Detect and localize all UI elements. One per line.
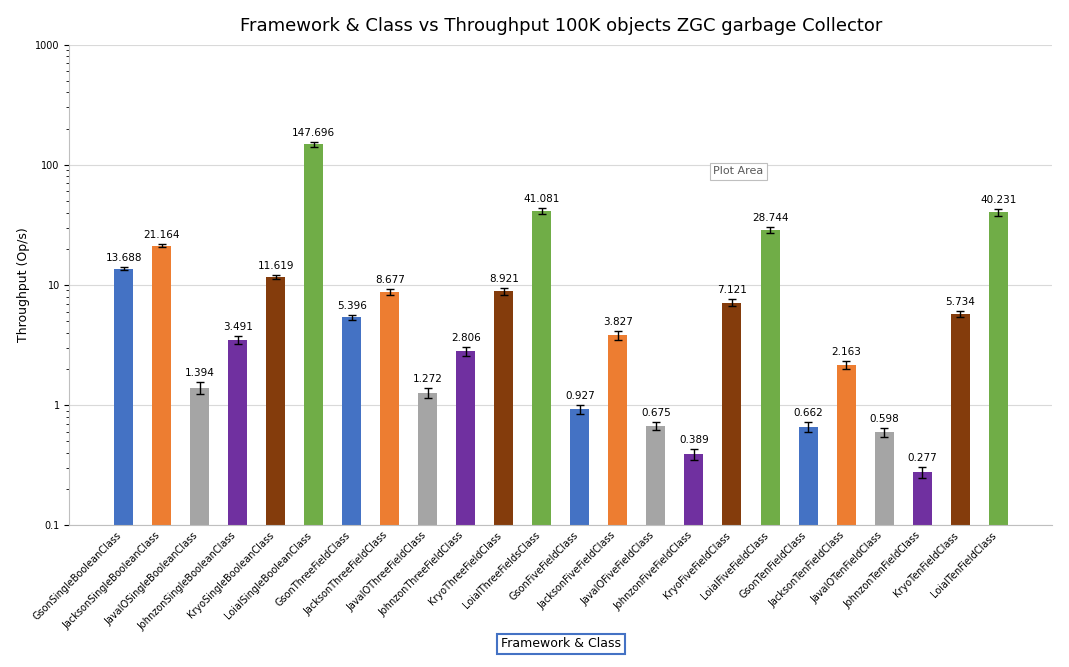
Bar bbox=[723, 303, 742, 667]
Text: 8.677: 8.677 bbox=[375, 275, 405, 285]
Text: Plot Area: Plot Area bbox=[713, 166, 763, 176]
Text: 0.675: 0.675 bbox=[641, 408, 671, 418]
Text: 11.619: 11.619 bbox=[258, 261, 294, 271]
Bar bbox=[684, 454, 703, 667]
Bar bbox=[228, 340, 247, 667]
Text: 0.277: 0.277 bbox=[908, 453, 938, 463]
Bar bbox=[266, 277, 285, 667]
Text: 0.389: 0.389 bbox=[679, 436, 709, 446]
Bar bbox=[989, 212, 1008, 667]
Text: 0.598: 0.598 bbox=[869, 414, 899, 424]
Bar bbox=[456, 352, 476, 667]
Text: 21.164: 21.164 bbox=[143, 230, 180, 240]
Text: 5.734: 5.734 bbox=[945, 297, 975, 307]
Bar bbox=[381, 292, 400, 667]
Bar bbox=[152, 246, 171, 667]
Text: 13.688: 13.688 bbox=[106, 253, 142, 263]
Text: 1.272: 1.272 bbox=[413, 374, 443, 384]
Text: 28.744: 28.744 bbox=[752, 213, 788, 223]
Text: 5.396: 5.396 bbox=[337, 301, 367, 311]
X-axis label: Framework & Class: Framework & Class bbox=[501, 638, 621, 650]
Text: 3.827: 3.827 bbox=[603, 317, 633, 327]
Text: 0.927: 0.927 bbox=[566, 391, 594, 401]
Text: 40.231: 40.231 bbox=[980, 195, 1017, 205]
Bar bbox=[837, 365, 855, 667]
Text: 1.394: 1.394 bbox=[185, 368, 215, 378]
Text: 3.491: 3.491 bbox=[222, 322, 252, 332]
Bar bbox=[608, 335, 628, 667]
Bar bbox=[571, 409, 589, 667]
Bar bbox=[647, 426, 665, 667]
Y-axis label: Throughput (Op/s): Throughput (Op/s) bbox=[17, 227, 30, 342]
Bar bbox=[418, 393, 437, 667]
Text: 0.662: 0.662 bbox=[793, 408, 823, 418]
Text: 2.806: 2.806 bbox=[451, 333, 481, 343]
Bar bbox=[532, 211, 552, 667]
Title: Framework & Class vs Throughput 100K objects ZGC garbage Collector: Framework & Class vs Throughput 100K obj… bbox=[239, 17, 882, 35]
Bar bbox=[190, 388, 210, 667]
Text: 41.081: 41.081 bbox=[524, 194, 560, 204]
Text: 7.121: 7.121 bbox=[717, 285, 747, 295]
Text: 147.696: 147.696 bbox=[292, 128, 336, 138]
Bar bbox=[305, 144, 323, 667]
Bar bbox=[874, 432, 894, 667]
Bar bbox=[950, 314, 970, 667]
Bar bbox=[114, 269, 134, 667]
Bar bbox=[913, 472, 931, 667]
Text: 2.163: 2.163 bbox=[831, 347, 861, 357]
Bar bbox=[494, 291, 513, 667]
Bar bbox=[760, 230, 779, 667]
Bar bbox=[342, 317, 361, 667]
Bar bbox=[799, 427, 818, 667]
Text: 8.921: 8.921 bbox=[489, 273, 518, 283]
